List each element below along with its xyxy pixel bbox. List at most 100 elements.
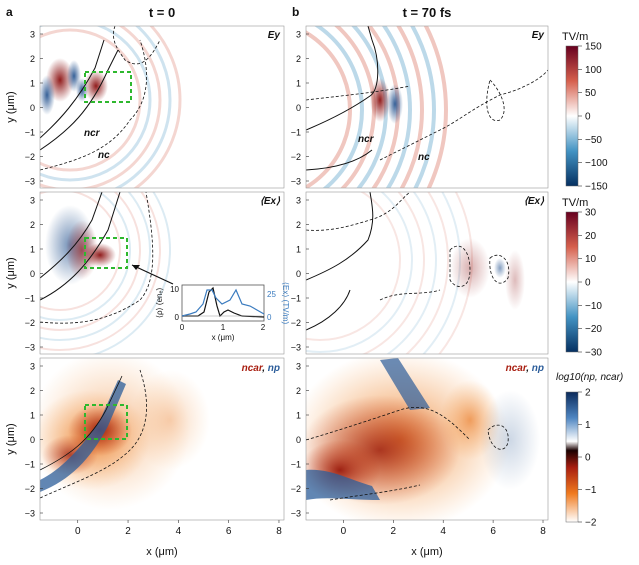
label-ncar-b: ncar	[506, 363, 528, 374]
colorbar-ey-unit: TV/m	[562, 31, 588, 43]
ytick-label: 0	[296, 103, 301, 113]
ytick-label: 1	[296, 411, 301, 421]
xtick-label: 0	[75, 526, 81, 537]
colorbar-tick-label: −20	[585, 324, 602, 335]
colorbar-tick-label: 10	[585, 254, 597, 265]
label-sep-a: ,	[261, 363, 268, 374]
ytick-label: −1	[25, 460, 35, 470]
ytick-label: −2	[291, 152, 301, 162]
plot-density-t0	[40, 358, 284, 520]
ytick-label: 0	[30, 103, 35, 113]
colorbar-ex-ticks: 30 20 10 0 −10 −20 −30	[578, 208, 602, 359]
yticks-row1-b: 3 2 1 0 −1 −2 −3	[291, 30, 309, 187]
ytick-label: 3	[30, 196, 35, 206]
label-sep-b: ,	[525, 363, 532, 374]
colorbar-ey-ticks: 150 100 50 0 −50 −100 −150	[578, 42, 608, 193]
inset-xtick-0: 0	[180, 323, 185, 332]
xlabel-a: x (μm)	[146, 546, 177, 558]
inset-ylabel-right: ⟨Ex⟩ (TV/m)	[281, 282, 290, 325]
ytick-label: −1	[291, 460, 301, 470]
ytick-label: −1	[291, 128, 301, 138]
colorbar-tick-label: 30	[585, 208, 597, 219]
xticks-b: 0 2 4 6 8	[341, 520, 546, 537]
xtick-label: 2	[125, 526, 131, 537]
yticks-row2: 3 2 1 0 −1 −2 −3	[25, 196, 43, 353]
ytick-label: 0	[296, 269, 301, 279]
ytick-label: 1	[30, 79, 35, 89]
ytick-label: 3	[30, 362, 35, 372]
xtick-label: 8	[276, 526, 282, 537]
row3-b-label: ncar, np	[506, 363, 544, 374]
ytick-label: −2	[25, 152, 35, 162]
panel-b-title: t = 70 fs	[403, 5, 452, 20]
ytick-label: 2	[30, 386, 35, 396]
ytick-label: −2	[291, 484, 301, 494]
contour-nc-b: nc	[418, 152, 430, 163]
ylabel-row3: y (μm)	[5, 423, 17, 454]
ytick-label: 3	[296, 196, 301, 206]
xtick-label: 0	[341, 526, 347, 537]
xtick-label: 8	[540, 526, 546, 537]
ytick-label: −3	[291, 177, 301, 187]
yticks-row1: 3 2 1 0 −1 −2 −3	[25, 30, 43, 187]
row2-b-label: ⟨Ex⟩	[524, 196, 545, 207]
ytick-label: 2	[30, 220, 35, 230]
ytick-label: 2	[296, 54, 301, 64]
colorbar-density-ticks: 2 1 0 −1 −2	[578, 388, 597, 529]
plot-density-t70	[306, 358, 548, 520]
colorbar-tick-label: −30	[585, 348, 602, 359]
row3-a-label: ncar, np	[242, 363, 280, 374]
colorbar-tick-label: 2	[585, 388, 591, 399]
ytick-label: 1	[30, 411, 35, 421]
ytick-label: −1	[25, 128, 35, 138]
panel-a-title: t = 0	[149, 5, 175, 20]
colorbar-tick-label: 50	[585, 88, 597, 99]
panel-b-letter: b	[292, 5, 299, 19]
inset-xtick-1: 1	[221, 323, 226, 332]
xtick-label: 6	[226, 526, 232, 537]
colorbar-density-label: log10(np, ncar)	[556, 372, 623, 383]
colorbar-ey	[565, 45, 579, 187]
yticks-row3-b: 3 2 1 0 −1 −2 −3	[291, 362, 309, 519]
inset-xlabel: x (μm)	[212, 333, 235, 342]
ytick-label: 0	[296, 435, 301, 445]
inset-righttick-0: 0	[267, 313, 272, 322]
inset-pointer-arrow	[131, 264, 174, 285]
colorbar-tick-label: −100	[585, 158, 608, 169]
colorbar-ex-unit: TV/m	[562, 197, 588, 209]
ytick-label: −1	[291, 294, 301, 304]
ylabel-row2: y (μm)	[5, 257, 17, 288]
plot-ex-t70	[306, 192, 548, 354]
ytick-label: −2	[291, 318, 301, 328]
colorbar-tick-label: −150	[585, 182, 608, 193]
ytick-label: −3	[25, 343, 35, 353]
ytick-label: −1	[25, 294, 35, 304]
yticks-row2-b: 3 2 1 0 −1 −2 −3	[291, 196, 309, 353]
ytick-label: 2	[296, 386, 301, 396]
contour-nc-a: nc	[98, 150, 110, 161]
label-ncar-a: ncar	[242, 363, 264, 374]
colorbar-tick-label: 20	[585, 231, 597, 242]
ytick-label: 0	[30, 435, 35, 445]
colorbar-tick-label: 100	[585, 65, 602, 76]
ytick-label: −2	[25, 318, 35, 328]
ytick-label: −3	[291, 343, 301, 353]
label-np-b: np	[532, 363, 544, 374]
ytick-label: 1	[30, 245, 35, 255]
plot-ey-t70	[306, 26, 548, 188]
colorbar-tick-label: 0	[585, 278, 591, 289]
ytick-label: 2	[30, 54, 35, 64]
colorbar-tick-label: 0	[585, 453, 591, 464]
ytick-label: −2	[25, 484, 35, 494]
row1-b-label: Ey	[532, 30, 545, 41]
colorbar-ex	[565, 211, 579, 353]
ytick-label: −3	[25, 177, 35, 187]
colorbar-tick-label: 0	[585, 112, 591, 123]
ylabel-row1: y (μm)	[5, 91, 17, 122]
ytick-label: 3	[296, 30, 301, 40]
panel-a-letter: a	[6, 5, 13, 19]
ytick-label: 3	[30, 30, 35, 40]
contour-ncr-a: ncr	[84, 128, 101, 139]
inset-righttick-25: 25	[267, 290, 276, 299]
